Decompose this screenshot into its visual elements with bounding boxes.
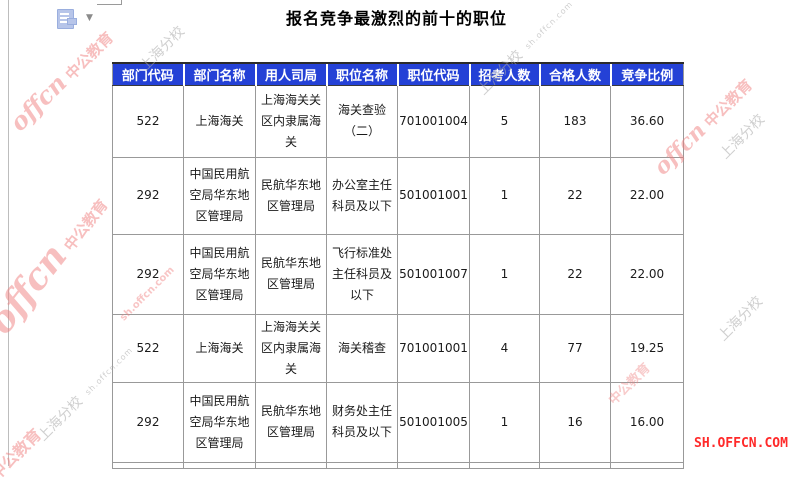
positions-table: 部门代码 部门名称 用人司局 职位名称 职位代码 招考人数 合格人数 竞争比例 522 上海海关… xyxy=(112,62,684,469)
table-cell: 海关稽查 xyxy=(326,313,398,383)
table-cell: 中国民用航空局华东地区管理局 xyxy=(183,381,256,463)
table-cell xyxy=(539,461,611,469)
table-cell: 701001001 xyxy=(397,313,470,383)
table-cell xyxy=(112,461,184,469)
table-cell: 183 xyxy=(539,84,611,158)
table-cell: 民航华东地区管理局 xyxy=(255,156,327,235)
table-cell: 中国民用航空局华东地区管理局 xyxy=(183,233,256,315)
column-header: 招考人数 xyxy=(468,62,540,86)
table-cell: 1 xyxy=(469,156,540,235)
table-cell: 501001007 xyxy=(397,233,470,315)
table-cell: 财务处主任科员及以下 xyxy=(326,381,398,463)
table-cell: 22 xyxy=(539,233,611,315)
watermark-brand-text: 中公教育 xyxy=(61,28,118,84)
table-cell: 501001005 xyxy=(397,381,470,463)
table-cell: 上海海关 xyxy=(183,84,256,158)
table-cell: 海关查验（二） xyxy=(326,84,398,158)
watermark-script-text: offcn xyxy=(3,68,73,137)
table-cell: 5 xyxy=(469,84,540,158)
table-row: 522 上海海关 上海海关关区内隶属海关 海关查验（二） 701001004 5 183 36… xyxy=(112,84,684,158)
offcn-corner-logo: SH.OFFCN.COM xyxy=(694,436,788,451)
table-row: 522 上海海关 上海海关关区内隶属海关 海关稽查 701001001 4 77 19.25 xyxy=(112,313,684,383)
table-cell xyxy=(183,461,256,469)
cut-off-cell-corner xyxy=(97,0,122,5)
table-cell: 民航华东地区管理局 xyxy=(255,381,327,463)
watermark-branch-text: 上海分校 xyxy=(715,293,766,345)
table-cell: 22.00 xyxy=(610,233,684,315)
column-header: 部门代码 xyxy=(112,62,184,86)
watermark-branch: 上海分校 xyxy=(715,109,769,163)
table-cell: 1 xyxy=(469,233,540,315)
table-cell: 522 xyxy=(112,313,184,383)
watermark-brand: 中公教育 xyxy=(0,422,46,484)
column-header: 职位代码 xyxy=(396,62,470,86)
table-cell: 19.25 xyxy=(610,313,684,383)
table-cell xyxy=(469,461,540,469)
column-header: 竞争比例 xyxy=(609,62,684,86)
column-header: 职位名称 xyxy=(325,62,398,86)
watermark-script-text: offcn xyxy=(0,235,76,342)
table-cell: 16.00 xyxy=(610,381,684,463)
table-cell: 16 xyxy=(539,381,611,463)
table-cell: 4 xyxy=(469,313,540,383)
table-cell: 292 xyxy=(112,381,184,463)
table-cell: 上海海关关区内隶属海关 xyxy=(255,313,327,383)
watermark-brand-text: 中公教育 xyxy=(0,425,46,484)
table-cell xyxy=(610,461,684,469)
table-cell: 22 xyxy=(539,156,611,235)
table-cell: 701001004 xyxy=(397,84,470,158)
table-cell: 1 xyxy=(469,381,540,463)
table-cell: 飞行标准处主任科员及以下 xyxy=(326,233,398,315)
table-cell: 77 xyxy=(539,313,611,383)
page-title: 报名竞争最激烈的前十的职位 xyxy=(285,9,507,28)
table-row: 292 中国民用航空局华东地区管理局 民航华东地区管理局 飞行标准处主任科员及以下 50… xyxy=(112,233,684,315)
watermark-branch-text: 上海分校 xyxy=(717,111,768,163)
paste-options-button[interactable]: ▼ xyxy=(54,7,100,31)
table-cell: 522 xyxy=(112,84,184,158)
column-header: 合格人数 xyxy=(538,62,611,86)
paste-icon xyxy=(57,9,77,29)
watermark-branch: 上海分校 xyxy=(713,291,767,345)
page-left-edge xyxy=(8,0,9,466)
table-cell xyxy=(397,461,470,469)
column-header: 部门名称 xyxy=(182,62,256,86)
watermark-offcn-brand: offcn 中公教育 xyxy=(0,184,115,342)
table-row xyxy=(112,461,684,469)
table-body: 522 上海海关 上海海关关区内隶属海关 海关查验（二） 701001004 5 183 36… xyxy=(112,84,684,469)
watermark-offcn-brand: offcn 中公教育 xyxy=(3,22,119,137)
column-header: 用人司局 xyxy=(254,62,327,86)
table-cell: 民航华东地区管理局 xyxy=(255,233,327,315)
watermark-brand-text: 中公教育 xyxy=(700,75,756,132)
watermark-branch-text: 上海分校 xyxy=(35,393,86,445)
table-cell: 22.00 xyxy=(610,156,684,235)
table-cell: 上海海关关区内隶属海关 xyxy=(255,84,327,158)
watermark-brand-text: 中公教育 xyxy=(60,196,112,255)
table-cell: 中国民用航空局华东地区管理局 xyxy=(183,156,256,235)
table-row: 292 中国民用航空局华东地区管理局 民航华东地区管理局 办公室主任科员及以下 5010… xyxy=(112,156,684,235)
table-cell: 501001001 xyxy=(397,156,470,235)
chevron-down-icon[interactable]: ▼ xyxy=(86,13,93,23)
table-cell xyxy=(255,461,327,469)
table-row: 292 中国民用航空局华东地区管理局 民航华东地区管理局 财务处主任科员及以下 5010… xyxy=(112,381,684,463)
table-header-row: 部门代码 部门名称 用人司局 职位名称 职位代码 招考人数 合格人数 竞争比例 xyxy=(112,62,684,86)
table-cell: 292 xyxy=(112,233,184,315)
table-cell: 292 xyxy=(112,156,184,235)
table-cell: 36.60 xyxy=(610,84,684,158)
table-cell xyxy=(326,461,398,469)
table-cell: 上海海关 xyxy=(183,313,256,383)
table-cell: 办公室主任科员及以下 xyxy=(326,156,398,235)
